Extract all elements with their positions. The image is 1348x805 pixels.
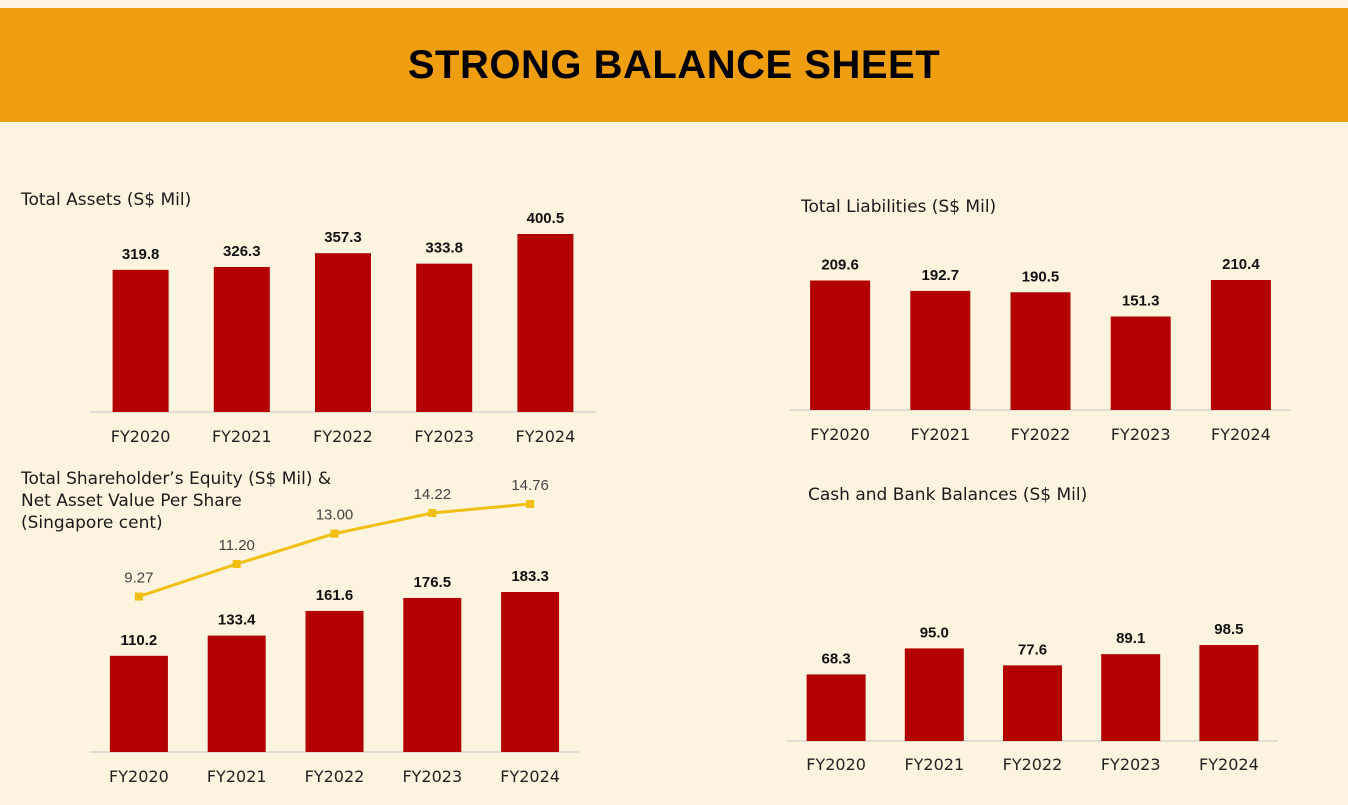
shareholder-equity-title-line-1: Total Shareholder’s Equity (S$ Mil) & bbox=[21, 469, 332, 489]
total-liabilities-tick-label: FY2023 bbox=[1111, 425, 1171, 444]
shareholder-equity-nav-point bbox=[330, 529, 339, 538]
total-assets-value-label: 333.8 bbox=[425, 240, 463, 257]
shareholder-equity-bar bbox=[403, 597, 462, 752]
total-liabilities-tick-label: FY2024 bbox=[1211, 425, 1271, 444]
total-assets-tick-label: FY2020 bbox=[111, 427, 171, 446]
total-assets-tick-label: FY2022 bbox=[313, 427, 373, 446]
cash-bank-title: Cash and Bank Balances (S$ Mil) bbox=[808, 484, 1087, 506]
shareholder-equity-nav-point bbox=[428, 509, 437, 518]
header-banner: STRONG BALANCE SHEET bbox=[0, 8, 1348, 122]
cash-bank-value-label: 89.1 bbox=[1116, 630, 1145, 647]
shareholder-equity-nav-value-label: 9.27 bbox=[124, 570, 153, 587]
shareholder-equity-title: Total Shareholder’s Equity (S$ Mil) & Ne… bbox=[21, 468, 331, 534]
cash-bank-title-line: Cash and Bank Balances (S$ Mil) bbox=[808, 485, 1088, 505]
total-assets-value-label: 357.3 bbox=[324, 229, 362, 246]
cash-bank-bar bbox=[1101, 654, 1161, 741]
shareholder-equity-bar bbox=[207, 635, 266, 752]
total-assets-title-line: Total Assets (S$ Mil) bbox=[21, 190, 192, 210]
total-assets-value-label: 400.5 bbox=[527, 210, 565, 227]
total-liabilities-value-label: 192.7 bbox=[922, 267, 960, 284]
shareholder-equity-nav-value-label: 14.22 bbox=[414, 486, 452, 503]
cash-bank-bar bbox=[806, 674, 866, 741]
total-assets-value-label: 319.8 bbox=[122, 246, 160, 263]
total-liabilities-value-label: 210.4 bbox=[1222, 256, 1260, 273]
cash-bank-tick-label: FY2021 bbox=[904, 755, 964, 774]
shareholder-equity-nav-point bbox=[232, 560, 241, 568]
shareholder-equity-bar bbox=[109, 655, 168, 752]
shareholder-equity-nav-point bbox=[134, 592, 143, 601]
cash-bank-bar bbox=[1003, 665, 1062, 741]
shareholder-equity-title-line-3: (Singapore cent) bbox=[21, 513, 163, 533]
total-assets-bar bbox=[416, 263, 473, 412]
total-liabilities-bar bbox=[910, 290, 971, 410]
total-assets-title: Total Assets (S$ Mil) bbox=[21, 189, 191, 211]
cash-bank-value-label: 98.5 bbox=[1214, 621, 1243, 638]
shareholder-equity-nav-value-label: 13.00 bbox=[316, 507, 354, 524]
shareholder-equity-value-label: 110.2 bbox=[121, 632, 158, 649]
shareholder-equity-nav-value-label: 14.76 bbox=[511, 477, 549, 494]
total-liabilities-title: Total Liabilities (S$ Mil) bbox=[801, 196, 996, 218]
total-liabilities-value-label: 190.5 bbox=[1022, 268, 1060, 285]
cash-bank-tick-label: FY2022 bbox=[1003, 755, 1063, 774]
shareholder-equity-bar bbox=[501, 592, 560, 752]
total-assets-bar bbox=[213, 266, 270, 412]
total-assets-tick-label: FY2023 bbox=[414, 427, 474, 446]
total-assets-bar bbox=[517, 234, 574, 412]
total-liabilities-bar bbox=[1110, 316, 1171, 410]
total-liabilities-tick-label: FY2020 bbox=[810, 425, 870, 444]
total-liabilities-value-label: 151.3 bbox=[1122, 293, 1160, 310]
shareholder-equity-tick-label: FY2024 bbox=[500, 767, 560, 786]
cash-bank-value-label: 95.0 bbox=[920, 624, 949, 641]
total-assets-value-label: 326.3 bbox=[223, 243, 261, 260]
shareholder-equity-nav-point bbox=[526, 499, 535, 508]
page-title: STRONG BALANCE SHEET bbox=[407, 43, 941, 87]
total-liabilities-bar bbox=[1010, 292, 1071, 410]
cash-bank-bar bbox=[904, 648, 964, 741]
cash-bank-value-label: 77.6 bbox=[1018, 641, 1047, 658]
cash-bank-value-label: 68.3 bbox=[821, 650, 850, 667]
total-liabilities-bar bbox=[1210, 280, 1271, 410]
shareholder-equity-nav-value-label: 11.20 bbox=[218, 537, 254, 554]
total-liabilities-value-label: 209.6 bbox=[821, 256, 859, 273]
shareholder-equity-value-label: 176.5 bbox=[414, 574, 452, 591]
total-liabilities-title-line: Total Liabilities (S$ Mil) bbox=[801, 197, 997, 217]
total-liabilities-bar bbox=[810, 280, 871, 410]
shareholder-equity-tick-label: FY2022 bbox=[305, 767, 365, 786]
total-liabilities-tick-label: FY2022 bbox=[1011, 425, 1071, 444]
shareholder-equity-tick-label: FY2021 bbox=[207, 767, 267, 786]
total-liabilities-tick-label: FY2021 bbox=[910, 425, 970, 444]
cash-bank-tick-label: FY2024 bbox=[1199, 755, 1259, 774]
total-assets-tick-label: FY2021 bbox=[212, 427, 272, 446]
shareholder-equity-tick-label: FY2023 bbox=[402, 767, 462, 786]
total-assets-bar bbox=[112, 269, 169, 412]
total-assets-bar bbox=[315, 253, 371, 412]
shareholder-equity-value-label: 133.4 bbox=[218, 612, 256, 629]
cash-bank-bar bbox=[1199, 645, 1259, 741]
total-assets-tick-label: FY2024 bbox=[516, 427, 576, 446]
shareholder-equity-value-label: 183.3 bbox=[511, 568, 549, 585]
cash-bank-tick-label: FY2020 bbox=[806, 755, 866, 774]
shareholder-equity-tick-label: FY2020 bbox=[109, 767, 169, 786]
shareholder-equity-value-label: 161.6 bbox=[316, 587, 354, 604]
cash-bank-tick-label: FY2023 bbox=[1101, 755, 1161, 774]
shareholder-equity-bar bbox=[305, 610, 364, 752]
shareholder-equity-title-line-2: Net Asset Value Per Share bbox=[21, 491, 242, 511]
